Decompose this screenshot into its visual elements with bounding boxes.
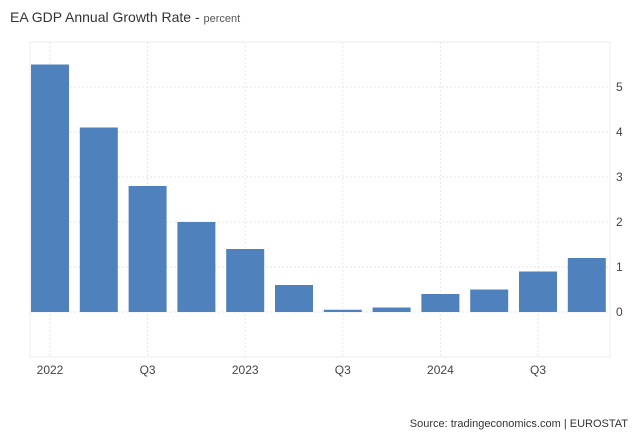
bar-2024-Q4 [567, 258, 606, 312]
x-tick-label: Q3 [140, 363, 156, 377]
y-tick-label: 3 [616, 170, 623, 184]
title-text: EA GDP Annual Growth Rate [10, 9, 192, 25]
y-tick-label: 2 [616, 215, 623, 229]
x-tick-label: Q3 [530, 363, 546, 377]
bar-2023-Q4 [372, 307, 411, 312]
bar-2024-Q1 [421, 294, 460, 312]
x-tick-label: Q3 [335, 363, 351, 377]
source-label: Source: tradingeconomics.com | EUROSTAT [409, 418, 628, 430]
bar-2022-Q1 [31, 64, 69, 312]
bar-2022-Q3 [128, 186, 167, 312]
y-tick-label: 5 [616, 80, 623, 94]
chart-title: EA GDP Annual Growth Rate - percent [10, 9, 241, 25]
y-tick-label: 4 [616, 125, 623, 139]
y-tick-label: 0 [616, 305, 623, 319]
y-tick-label: 1 [616, 260, 623, 274]
x-tick-label: 2022 [37, 363, 64, 377]
bar-2022-Q4 [177, 222, 216, 312]
plot-border [29, 41, 611, 358]
bar-2023-Q1 [226, 249, 265, 312]
bar-2023-Q2 [275, 285, 313, 312]
bar-2022-Q2 [79, 127, 118, 312]
x-tick-label: 2024 [427, 363, 454, 377]
bar-2023-Q3 [323, 309, 362, 312]
bar-2024-Q3 [519, 271, 557, 312]
bar-2024-Q2 [470, 289, 509, 312]
unit-label: percent [203, 13, 241, 25]
x-tick-label: 2023 [232, 363, 259, 377]
